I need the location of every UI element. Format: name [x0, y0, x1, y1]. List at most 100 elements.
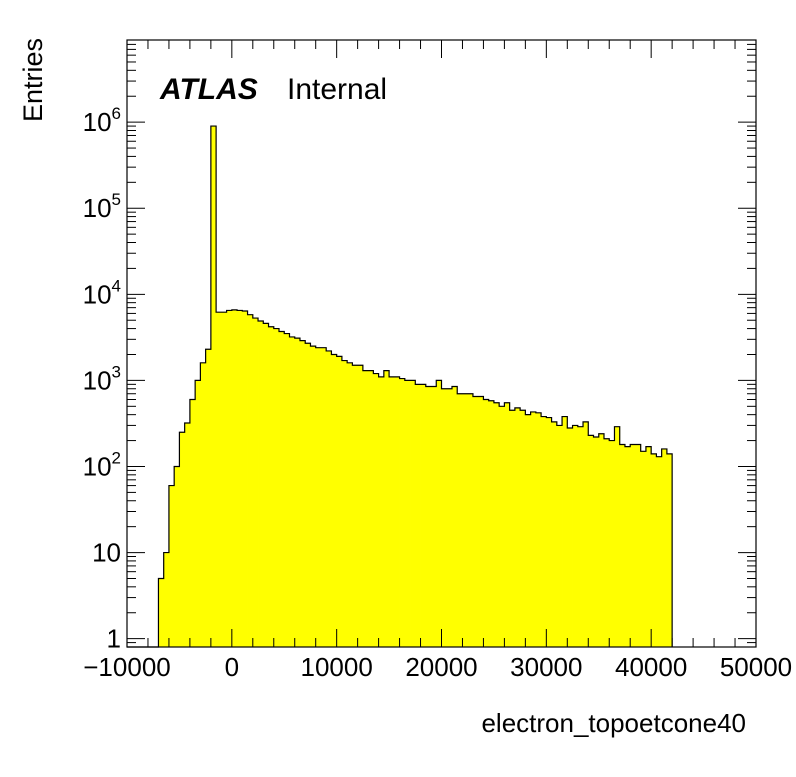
histogram-bar: [326, 350, 332, 647]
y-tick-label: 103: [83, 362, 121, 395]
text-labels: −10000 0 10000 20000 30000 40000 50000 1 10 102 10…: [18, 38, 792, 738]
histogram-bar: [598, 433, 605, 647]
histogram-bar: [572, 425, 579, 647]
histogram-bar: [645, 446, 652, 647]
x-tick-label: 40000: [615, 652, 687, 682]
histogram-bar: [221, 312, 227, 647]
x-tick-label: 10000: [301, 652, 373, 682]
histogram-bar: [666, 453, 673, 647]
histogram-bar: [509, 410, 516, 647]
histogram-bar: [158, 578, 165, 647]
histogram-bar: [305, 343, 311, 647]
histogram-bar: [299, 340, 306, 647]
histogram-bar: [462, 393, 469, 647]
y-tick-label: 102: [83, 448, 121, 481]
x-tick-label: 30000: [510, 652, 582, 682]
histogram-bar: [661, 448, 668, 647]
histogram-bar: [651, 453, 657, 647]
histogram-bar: [483, 399, 490, 647]
histogram-bar: [436, 380, 442, 647]
x-tick-label: 50000: [720, 652, 792, 682]
histogram-bar: [268, 326, 275, 647]
x-axis-label: electron_topoetcone40: [481, 708, 746, 738]
histogram-bar: [451, 386, 458, 647]
histogram-bar: [562, 416, 568, 647]
histogram-bar: [263, 323, 269, 647]
histogram-bar: [624, 446, 631, 647]
histogram-bar: [341, 360, 348, 647]
y-tick-label: 106: [83, 104, 121, 137]
histogram-bar: [210, 126, 217, 648]
histogram-bar: [504, 402, 511, 647]
y-tick-label: 1: [107, 624, 121, 654]
y-tick-label: 105: [83, 190, 121, 223]
histogram-bar: [583, 421, 589, 647]
x-tick-label: 0: [225, 652, 239, 682]
histogram-bar: [593, 437, 600, 647]
histogram-bar: [200, 362, 207, 647]
atlas-label: ATLAS: [159, 73, 258, 106]
atlas-status-label: Internal: [287, 73, 387, 106]
histogram-bar: [284, 333, 290, 647]
histogram-bar: [273, 328, 280, 647]
histogram-bar: [488, 400, 495, 647]
histogram-bar: [373, 373, 379, 647]
histogram-bar: [404, 380, 411, 647]
histogram-bar: [556, 425, 563, 647]
y-tick-label: 10: [92, 538, 121, 568]
histogram-bar: [399, 378, 406, 647]
histogram-bar: [289, 336, 296, 647]
histogram-bar: [195, 380, 201, 647]
histogram-bar: [420, 384, 427, 647]
y-axis-label: Entries: [18, 38, 48, 122]
histogram-bar: [383, 370, 390, 647]
histogram-bar: [425, 386, 432, 647]
histogram-bar: [567, 427, 573, 647]
histogram-bar: [530, 411, 537, 647]
histogram-bar: [347, 362, 353, 647]
histogram-bar: [389, 376, 395, 647]
histogram-bar: [520, 410, 526, 647]
histogram-bar: [368, 370, 374, 647]
histogram-bar: [320, 347, 327, 647]
axes: [126, 39, 757, 648]
histogram-bar: [514, 407, 521, 647]
histogram-bar: [415, 384, 421, 647]
histogram-bar: [352, 365, 359, 647]
histogram-bar: [174, 466, 180, 647]
histogram-bar: [378, 376, 385, 647]
histogram-bar: [551, 421, 558, 647]
histogram-bar: [656, 456, 663, 647]
histogram-bar: [588, 435, 594, 647]
histogram-bar: [184, 423, 191, 647]
histogram-bar: [279, 331, 285, 647]
histogram-bar: [294, 338, 301, 647]
histogram-outline: [127, 125, 673, 648]
histogram-bar: [525, 414, 532, 647]
histogram-bar: [168, 485, 175, 647]
y-tick-label: 104: [83, 276, 121, 309]
histogram-bar: [546, 417, 552, 647]
histogram-bar: [252, 318, 259, 647]
histogram-bar: [331, 354, 338, 647]
histogram-bar: [577, 426, 584, 647]
histogram-bar: [535, 412, 542, 647]
histogram-bars: [127, 125, 673, 648]
histogram-bar: [242, 311, 248, 647]
histogram-bar: [163, 552, 170, 647]
histogram-bar: [394, 376, 400, 647]
histogram-bar: [457, 393, 463, 647]
histogram-bar: [467, 393, 474, 647]
histogram-bar: [315, 347, 322, 647]
x-tick-label: −10000: [83, 652, 170, 682]
histogram-bar: [493, 402, 500, 647]
histogram-bar: [441, 388, 448, 647]
x-tick-label: 20000: [405, 652, 477, 682]
histogram-bar: [310, 346, 317, 647]
histogram-bar: [247, 314, 254, 647]
histogram-bar: [640, 451, 647, 647]
histogram-bar: [431, 386, 437, 647]
histogram-bar: [603, 438, 610, 647]
